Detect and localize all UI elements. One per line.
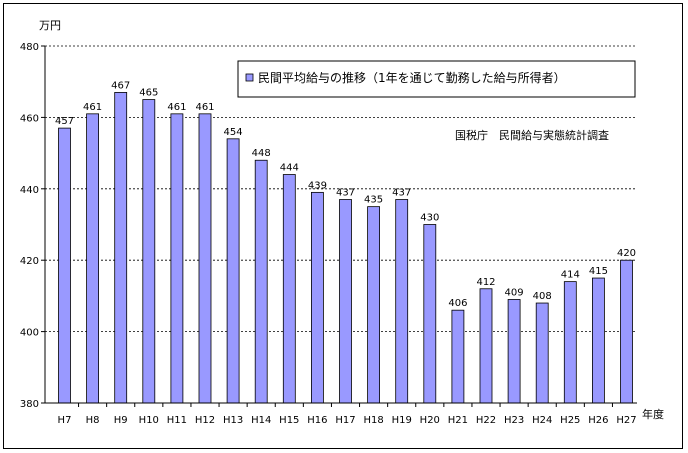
data-label-H27: 420 [617, 248, 636, 259]
x-tick-label-H11: H11 [167, 415, 187, 426]
y-tick-label: 420 [20, 256, 39, 267]
x-tick-label-H15: H15 [279, 415, 299, 426]
x-tick-label-H18: H18 [363, 415, 383, 426]
x-tick-label-H25: H25 [560, 415, 580, 426]
bar-H11 [170, 113, 184, 404]
data-label-H12: 461 [195, 102, 214, 113]
bar-H16 [310, 191, 324, 404]
x-tick-label-H26: H26 [588, 415, 608, 426]
data-label-H18: 435 [364, 195, 383, 206]
data-label-H14: 448 [252, 148, 271, 159]
bar-H20 [423, 224, 437, 404]
data-label-H24: 408 [533, 291, 552, 302]
y-axis-unit-label: 万円 [39, 19, 61, 32]
data-label-H21: 406 [448, 298, 467, 309]
data-label-H23: 409 [505, 287, 524, 298]
bar-H24 [535, 302, 549, 404]
bar-H15 [282, 174, 296, 404]
x-tick-label-H13: H13 [223, 415, 243, 426]
bar-H14 [254, 159, 268, 404]
x-axis-ticks: H7 H8 H9 H10 H11 H12 H13 H14 H15 H16 H17 H18 H19 H20 H… [58, 403, 637, 426]
x-tick-label-H17: H17 [335, 415, 355, 426]
x-tick-label-H14: H14 [251, 415, 271, 426]
data-label-H16: 439 [308, 180, 327, 191]
y-axis-ticks: 380 400 420 440 460 480 [20, 42, 45, 410]
bar-H12 [198, 113, 212, 404]
data-label-H22: 412 [476, 277, 495, 288]
y-tick-label: 380 [20, 399, 39, 410]
source-annotation: 国税庁 民間給与実態統計調査 [455, 128, 609, 142]
x-tick-label-H23: H23 [504, 415, 524, 426]
data-label-H9: 467 [111, 80, 130, 91]
bar-H8 [86, 113, 99, 404]
bar-H7 [58, 127, 71, 404]
x-tick-label-H22: H22 [476, 415, 496, 426]
data-label-H20: 430 [420, 213, 439, 224]
bar-H25 [563, 281, 577, 404]
data-label-H17: 437 [336, 188, 355, 199]
bar-H13 [226, 138, 240, 404]
y-tick-label: 440 [20, 185, 39, 196]
bars [58, 92, 633, 404]
bar-H17 [339, 199, 352, 404]
x-tick-label-H20: H20 [420, 415, 440, 426]
y-tick-label: 400 [20, 328, 39, 339]
data-label-H8: 461 [83, 102, 102, 113]
y-tick-label: 480 [20, 42, 39, 53]
x-axis-unit-label: 年度 [642, 407, 664, 421]
y-tick-label: 460 [20, 113, 39, 124]
data-label-H7: 457 [55, 116, 74, 127]
data-label-H25: 414 [561, 270, 580, 281]
x-tick-label-H7: H7 [58, 415, 72, 426]
data-labels: 457 461 467 465 461 461 454 448 444 439 437 435 437 4… [55, 80, 636, 309]
bar-H18 [367, 206, 381, 404]
bar-H26 [592, 277, 605, 404]
legend-series-label: 民間平均給与の推移（1年を通じて勤務した給与所得者） [258, 70, 566, 85]
x-tick-label-H27: H27 [616, 415, 636, 426]
bar-H23 [507, 299, 521, 404]
bar-H27 [620, 259, 633, 404]
data-label-H13: 454 [224, 127, 243, 138]
x-tick-label-H21: H21 [448, 415, 468, 426]
x-tick-label-H24: H24 [532, 415, 552, 426]
x-tick-label-H16: H16 [307, 415, 327, 426]
data-label-H15: 444 [280, 163, 299, 174]
data-label-H26: 415 [589, 266, 608, 277]
data-label-H19: 437 [392, 188, 411, 199]
bar-H10 [142, 99, 156, 404]
bar-H21 [451, 309, 465, 404]
bar-H19 [395, 199, 409, 404]
legend-box [237, 60, 636, 98]
bar-H9 [114, 92, 128, 404]
x-tick-label-H10: H10 [139, 415, 159, 426]
x-tick-label-H8: H8 [86, 415, 100, 426]
legend-swatch [245, 73, 254, 82]
x-tick-label-H9: H9 [114, 415, 128, 426]
x-tick-label-H19: H19 [392, 415, 412, 426]
bar-H22 [479, 288, 493, 404]
legend: 民間平均給与の推移（1年を通じて勤務した給与所得者） [237, 60, 636, 98]
x-tick-label-H12: H12 [195, 415, 215, 426]
data-label-H11: 461 [167, 102, 186, 113]
data-label-H10: 465 [139, 88, 158, 99]
